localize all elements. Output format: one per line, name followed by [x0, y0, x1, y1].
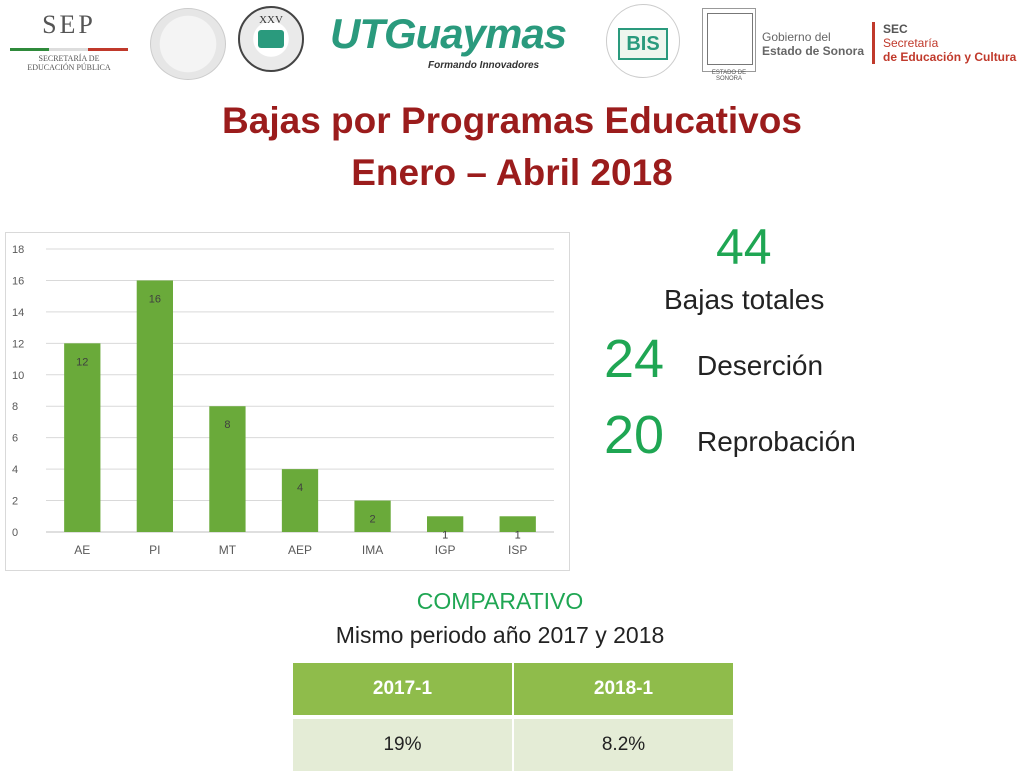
data-label: 16: [149, 293, 161, 305]
y-tick-label: 2: [12, 496, 18, 508]
comparativo-subtitle: Mismo periodo año 2017 y 2018: [335, 622, 665, 648]
y-tick-label: 14: [12, 307, 24, 319]
sec-line2: Secretaría: [883, 36, 939, 50]
page-title: Bajas por Programas Educativos: [0, 100, 1024, 142]
sep-subtitle-line1: SECRETARÍA DE: [38, 54, 100, 63]
bis-logo-ring: [606, 4, 680, 78]
comparativo-header-row: 2017-1 2018-1: [291, 661, 735, 719]
gobierno-line1: Gobierno del: [762, 30, 831, 44]
bar-chart: 0 2 4 6 8 10 12 14 16 18 12 AE 16 PI 8 MT 4 AEP 2 IMA 1 IGP 1 I…: [12, 244, 554, 557]
bar: [427, 516, 464, 532]
sep-logo-title: SEP: [42, 10, 96, 39]
y-tick-label: 16: [12, 275, 24, 287]
comparativo-value-2017: 19%: [291, 716, 514, 773]
sonora-seal-label: ESTADO DE SONORA: [711, 70, 747, 82]
y-tick-label: 12: [12, 338, 24, 350]
sec-logo: SEC Secretaría de Educación y Cultura: [872, 22, 1016, 64]
y-tick-label: 8: [12, 401, 18, 413]
utguaymas-logo-word: UTGuaymas: [330, 10, 567, 57]
bar: [136, 280, 173, 532]
anniversary-seal-icon: XXV: [238, 6, 304, 72]
y-tick-label: 10: [12, 370, 24, 382]
page-subtitle: Enero – Abril 2018: [0, 152, 1024, 194]
sonora-seal-icon: ESTADO DE SONORA: [702, 8, 756, 82]
sec-line3: de Educación y Cultura: [883, 50, 1017, 64]
x-tick-label: AEP: [288, 543, 312, 557]
comparativo-value-row: 19% 8.2%: [291, 716, 735, 773]
bis-logo: BIS: [602, 4, 686, 78]
bar: [499, 516, 536, 532]
comparativo-value-2018: 8.2%: [512, 716, 735, 773]
gobierno-sonora-logo: Gobierno del Estado de Sonora: [762, 30, 864, 58]
gobierno-line2: Estado de Sonora: [762, 44, 865, 58]
sonora-seal-quadrants: [707, 13, 753, 65]
x-tick-label: IGP: [435, 543, 456, 557]
reprobacion-value: 20: [604, 405, 665, 465]
sep-subtitle-line2: EDUCACIÓN PÚBLICA: [27, 63, 111, 72]
reprobacion-label: Reprobación: [697, 426, 856, 457]
data-label: 2: [370, 514, 376, 526]
utguaymas-logo-tagline: Formando Innovadores: [428, 60, 540, 71]
anniversary-seal-label: XXV: [259, 14, 283, 26]
y-tick-label: 4: [12, 464, 18, 476]
y-tick-label: 0: [12, 527, 18, 539]
bar: [281, 469, 319, 532]
data-label: 8: [224, 419, 230, 431]
data-label: 1: [515, 529, 521, 541]
title-line2: Enero – Abril 2018: [351, 152, 673, 193]
bar: [354, 500, 391, 532]
x-tick-label: PI: [149, 543, 160, 557]
sep-logo-subtitle: SECRETARÍA DE EDUCACIÓN PÚBLICA: [10, 54, 128, 72]
desercion-label: Deserción: [697, 350, 824, 381]
utguaymas-logo: UTGuaymas Formando Innovadores: [330, 6, 600, 76]
desercion-value: 24: [604, 329, 665, 389]
sec-line1: SEC: [883, 22, 908, 36]
comparativo-header-2017: 2017-1: [291, 661, 514, 719]
anniversary-seal-inner: [258, 30, 284, 48]
bar: [64, 343, 101, 532]
x-tick-label: MT: [219, 543, 237, 557]
bar: [209, 406, 246, 532]
y-tick-label: 6: [12, 433, 18, 445]
sep-logo: SEP SECRETARÍA DE EDUCACIÓN PÚBLICA: [10, 10, 130, 74]
data-label: 1: [442, 529, 448, 541]
x-tick-label: IMA: [362, 543, 383, 557]
header-logos: SEP SECRETARÍA DE EDUCACIÓN PÚBLICA XXV …: [0, 0, 1024, 86]
comparativo-header-2018: 2018-1: [512, 661, 735, 719]
data-label: 12: [76, 356, 88, 368]
x-tick-label: AE: [74, 543, 90, 557]
bar-chart-panel: 0 2 4 6 8 10 12 14 16 18 12 AE 16 PI 8 MT 4 AEP 2 IMA 1 IGP 1 I…: [5, 232, 570, 571]
mexico-seal-icon: [150, 8, 226, 80]
title-line1: Bajas por Programas Educativos: [222, 100, 802, 141]
sep-logo-bar: [10, 48, 128, 51]
y-tick-label: 18: [12, 244, 24, 256]
x-tick-label: ISP: [508, 543, 527, 557]
total-value: 44: [716, 219, 772, 275]
comparativo-table: 2017-1 2018-1 19% 8.2%: [291, 661, 735, 773]
total-label: Bajas totales: [664, 284, 825, 315]
comparativo-title: COMPARATIVO: [416, 588, 584, 614]
bis-logo-mark: BIS: [618, 28, 668, 60]
data-label: 4: [297, 482, 303, 494]
